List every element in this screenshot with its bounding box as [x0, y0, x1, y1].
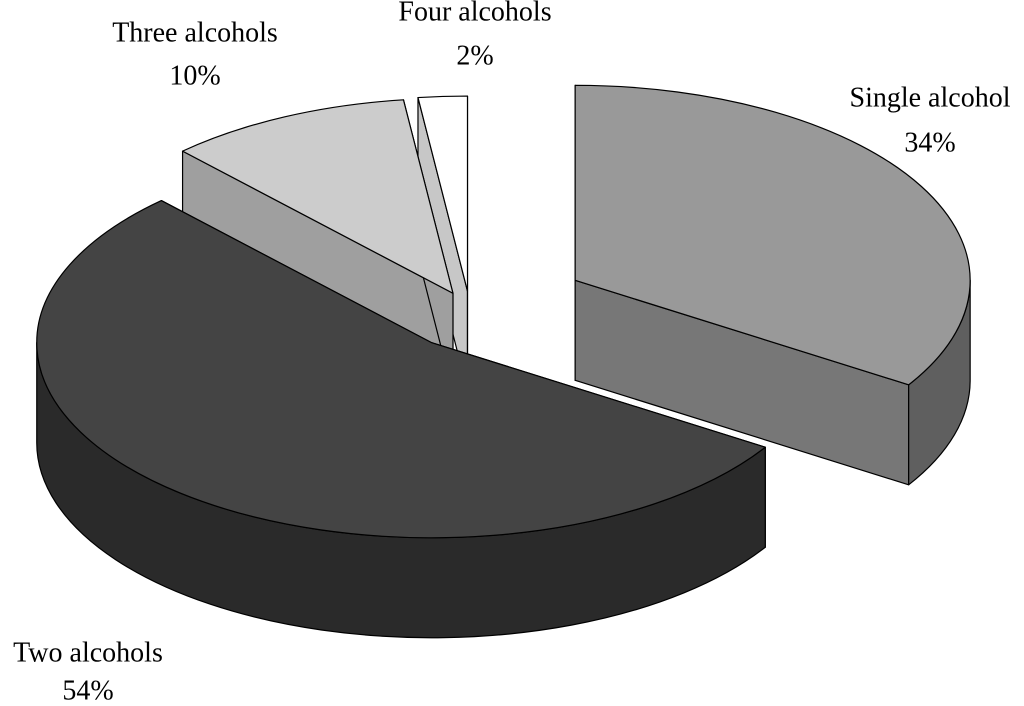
slice-value-label: 34% [904, 127, 955, 158]
slice-top [181, 99, 454, 294]
pie-slice [574, 84, 971, 486]
pie-slice [417, 95, 469, 392]
slice-value-label: 54% [62, 675, 113, 706]
slice-value-label: 2% [456, 40, 493, 71]
slice-top [417, 95, 469, 292]
slice-value-label: 10% [169, 60, 220, 91]
slice-top [36, 199, 766, 539]
slice-label: Four alcohols [398, 0, 551, 27]
slice-label: Two alcohols [13, 637, 163, 668]
pie-slice [36, 199, 766, 639]
slice-top [574, 84, 971, 386]
slice-label: Single alcohol [850, 82, 1011, 113]
slice-label: Three alcohols [112, 17, 278, 48]
